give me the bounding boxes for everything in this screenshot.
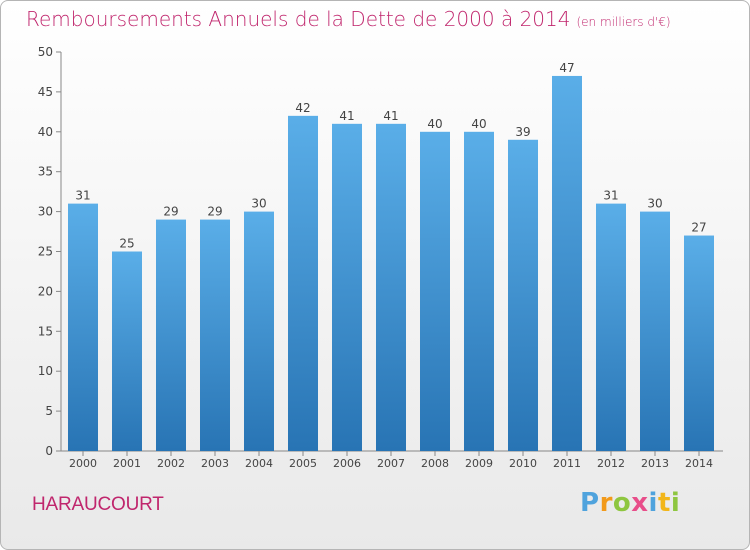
data-labels: 31 25 29 29 30 42 41 41 40 40 39 47 31 30 27 bbox=[75, 61, 706, 251]
x-tick-label: 2004 bbox=[245, 457, 273, 470]
data-label: 40 bbox=[471, 117, 486, 131]
x-tick-label: 2003 bbox=[201, 457, 229, 470]
bar bbox=[596, 203, 626, 451]
bar bbox=[684, 235, 714, 451]
x-tick-label: 2005 bbox=[289, 457, 317, 470]
logo-letter: r bbox=[599, 488, 613, 518]
data-label: 39 bbox=[515, 125, 530, 139]
data-label: 29 bbox=[207, 205, 222, 219]
x-tick-label: 2011 bbox=[553, 457, 581, 470]
y-tick-label: 40 bbox=[38, 125, 53, 139]
y-tick-label: 20 bbox=[38, 284, 53, 298]
chart-title: Remboursements Annuels de la Dette de 20… bbox=[26, 7, 671, 31]
y-tick-label: 35 bbox=[38, 165, 53, 179]
y-tick-label: 5 bbox=[45, 404, 53, 418]
axes: 0 5 10 15 20 25 30 35 40 45 50 2000 2001 2002 2003 2004… bbox=[38, 45, 723, 470]
x-tick-label: 2010 bbox=[509, 457, 537, 470]
data-label: 27 bbox=[691, 221, 706, 235]
bar bbox=[640, 211, 670, 451]
x-tick-label: 2009 bbox=[465, 457, 493, 470]
x-tick-label: 2013 bbox=[641, 457, 669, 470]
x-tick-label: 2001 bbox=[113, 457, 141, 470]
data-label: 41 bbox=[383, 109, 398, 123]
x-tick-label: 2014 bbox=[685, 457, 713, 470]
data-label: 42 bbox=[295, 101, 310, 115]
bar bbox=[464, 131, 494, 452]
y-tick-label: 0 bbox=[45, 444, 53, 458]
data-label: 25 bbox=[119, 237, 134, 251]
y-tick-label: 25 bbox=[38, 245, 53, 259]
data-label: 31 bbox=[603, 189, 618, 203]
x-tick-label: 2007 bbox=[377, 457, 405, 470]
x-tick-label: 2000 bbox=[69, 457, 97, 470]
bar bbox=[552, 75, 582, 451]
logo-letter: t bbox=[657, 488, 671, 518]
bar bbox=[156, 219, 186, 451]
logo-letter: o bbox=[612, 488, 632, 518]
data-label: 47 bbox=[559, 61, 574, 75]
bar bbox=[244, 211, 274, 451]
bar bbox=[68, 203, 98, 451]
bar bbox=[332, 123, 362, 451]
y-tick-label: 30 bbox=[38, 205, 53, 219]
x-tick-label: 2002 bbox=[157, 457, 185, 470]
x-tick-label: 2006 bbox=[333, 457, 361, 470]
data-label: 41 bbox=[339, 109, 354, 123]
x-tick-label: 2008 bbox=[421, 457, 449, 470]
data-label: 29 bbox=[163, 205, 178, 219]
logo-letter: P bbox=[580, 488, 600, 518]
bar bbox=[288, 115, 318, 451]
y-tick-label: 45 bbox=[38, 85, 53, 99]
y-tick-label: 50 bbox=[38, 45, 53, 59]
bar bbox=[508, 139, 538, 451]
data-label: 31 bbox=[75, 189, 90, 203]
logo-letter: i bbox=[670, 488, 681, 518]
bar bbox=[200, 219, 230, 451]
unit-label: (en milliers d'€) bbox=[576, 15, 671, 29]
logo-letter: i bbox=[648, 488, 658, 518]
bar bbox=[420, 131, 450, 452]
bars bbox=[68, 75, 714, 452]
title-text: Remboursements Annuels de la Dette de 20… bbox=[26, 7, 571, 31]
logo-letter: x bbox=[631, 488, 649, 518]
x-tick-label: 2012 bbox=[597, 457, 625, 470]
data-label: 30 bbox=[251, 197, 266, 211]
y-tick-label: 15 bbox=[38, 324, 53, 338]
data-label: 40 bbox=[427, 117, 442, 131]
bar bbox=[112, 251, 142, 451]
place-name: HARAUCOURT bbox=[32, 494, 164, 515]
proxiti-logo[interactable]: Proxiti bbox=[580, 488, 680, 518]
y-tick-label: 10 bbox=[38, 364, 53, 378]
data-label: 30 bbox=[647, 197, 662, 211]
bar bbox=[376, 123, 406, 451]
